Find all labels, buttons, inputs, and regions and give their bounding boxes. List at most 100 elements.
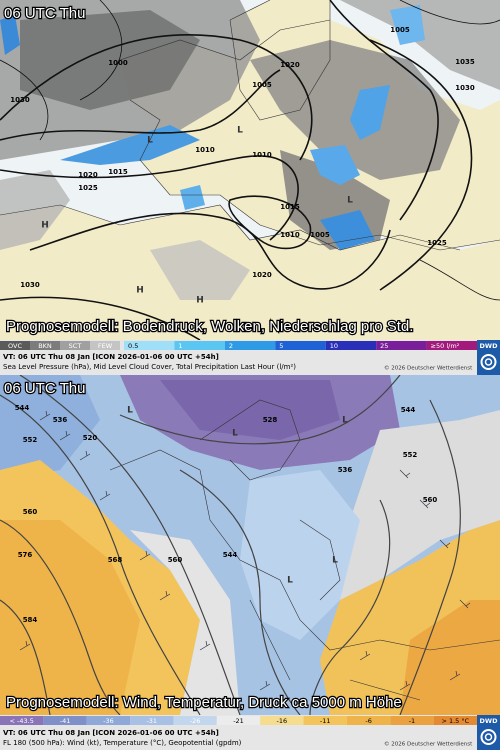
map-label: L	[232, 429, 238, 439]
legend-label: 25	[380, 342, 388, 350]
legend-swatch	[433, 716, 477, 725]
upper-air-map	[0, 375, 500, 715]
map-label: 1025	[78, 184, 98, 192]
map-label: 560	[168, 556, 183, 564]
legend: < -43.5 -41 -36 -31 -26 -21 -16 -11 -6 -1 > 1.5 °C	[0, 716, 477, 725]
map-description: Sea Level Pressure (hPa), Mid Level Clou…	[3, 363, 296, 371]
map-label: 544	[401, 406, 416, 414]
map-labels: 1030 1025 1020 1015 1000 1005 1020 1005 1010 1035…	[10, 26, 475, 306]
map-label: 1025	[427, 239, 447, 247]
logo-text: DWD	[480, 342, 499, 350]
map-label: 1000	[108, 59, 128, 67]
map-description: FL 180 (500 hPa): Wind (kt), Temperature…	[3, 739, 242, 747]
map-label: 544	[223, 551, 238, 559]
legend-label: -36	[103, 717, 114, 725]
legend-label: 10	[330, 342, 338, 350]
legend-label: -1	[409, 717, 415, 725]
map-label: 1005	[310, 231, 330, 239]
legend-label: -41	[60, 717, 71, 725]
map-label: 1015	[108, 168, 128, 176]
map-label: 568	[108, 556, 123, 564]
map-label: L	[287, 576, 293, 586]
valid-time: VT: 06 UTC Thu 08 Jan [ICON 2026-01-06 0…	[3, 729, 219, 737]
map-label: H	[41, 221, 49, 231]
legend-swatch	[30, 341, 60, 350]
map-label: L	[347, 196, 353, 206]
map-label: L	[332, 556, 338, 566]
map-label: 576	[18, 551, 33, 559]
legend-swatch	[174, 341, 225, 350]
legend-swatch	[130, 716, 174, 725]
legend-swatch	[0, 716, 44, 725]
legend-swatch	[216, 716, 261, 725]
map-label: 1005	[252, 81, 272, 89]
dwd-logo: DWD	[477, 340, 500, 375]
legend-label: 0.5	[128, 342, 138, 350]
legend-swatch	[275, 341, 326, 350]
legend-swatch	[376, 341, 427, 350]
legend-label: SCT	[69, 342, 82, 350]
map-label: 528	[263, 416, 278, 424]
legend-label: -26	[190, 717, 201, 725]
legend-label: 1	[178, 342, 182, 350]
map-label: 1030	[455, 84, 475, 92]
map-caption: Prognosemodell: Bodendruck, Wolken, Nied…	[6, 318, 413, 335]
legend-label: -16	[277, 717, 288, 725]
map-label: L	[237, 126, 243, 136]
map-caption: Prognosemodell: Wind, Temperatur, Druck …	[6, 694, 402, 711]
legend-label: OVC	[8, 342, 22, 350]
map-label: 1020	[252, 271, 272, 279]
legend-swatch	[260, 716, 304, 725]
legend-label: -11	[320, 717, 331, 725]
legend-swatch	[173, 716, 217, 725]
map-label: 1030	[10, 96, 30, 104]
map-label: 1020	[280, 61, 300, 69]
map-label: 1020	[78, 171, 98, 179]
legend-label: -31	[146, 717, 157, 725]
time-label: 06 UTC Thu	[4, 380, 85, 397]
legend-swatch	[124, 341, 175, 350]
map-label: L	[147, 136, 153, 146]
legend-swatch	[90, 341, 120, 350]
legend-label: BKN	[38, 342, 52, 350]
legend-label: < -43.5	[10, 717, 34, 725]
map-label: L	[342, 416, 348, 426]
dwd-logo: DWD	[477, 715, 500, 750]
legend-swatch	[0, 341, 30, 350]
logo-text: DWD	[480, 717, 499, 725]
legend-swatch	[224, 341, 276, 350]
map-label: 1030	[20, 281, 40, 289]
legend-swatch	[43, 716, 87, 725]
map-label: 1035	[455, 58, 475, 66]
legend-swatch	[303, 716, 347, 725]
map-label: 584	[23, 616, 38, 624]
map-label: 1005	[390, 26, 410, 34]
map-label: 520	[83, 434, 98, 442]
legend-label: 5	[279, 342, 283, 350]
legend-swatch	[390, 716, 434, 725]
legend-label: -6	[365, 717, 371, 725]
map-label: H	[196, 296, 204, 306]
map-label: 544	[15, 404, 30, 412]
map-label: 560	[423, 496, 438, 504]
legend-swatch	[325, 341, 377, 350]
map-label: 552	[23, 436, 38, 444]
valid-time: VT: 06 UTC Thu 08 Jan [ICON 2026-01-06 0…	[3, 353, 219, 361]
copyright: © 2026 Deutscher Wetterdienst	[384, 741, 473, 748]
legend-label: FEW	[98, 342, 113, 350]
map-label: 1015	[280, 203, 300, 211]
legend-label: > 1.5 °C	[441, 717, 469, 725]
pressure-map	[0, 0, 500, 340]
map-label: 552	[403, 451, 418, 459]
map-label: 1010	[252, 151, 272, 159]
map-label: L	[127, 406, 133, 416]
map-label: 536	[53, 416, 68, 424]
time-label: 06 UTC Thu	[4, 5, 85, 22]
legend-swatch	[346, 716, 391, 725]
map-label: 560	[23, 508, 38, 516]
map-label: 536	[338, 466, 353, 474]
map-label: H	[136, 286, 144, 296]
legend-label: ≥50 l/m²	[431, 342, 460, 350]
